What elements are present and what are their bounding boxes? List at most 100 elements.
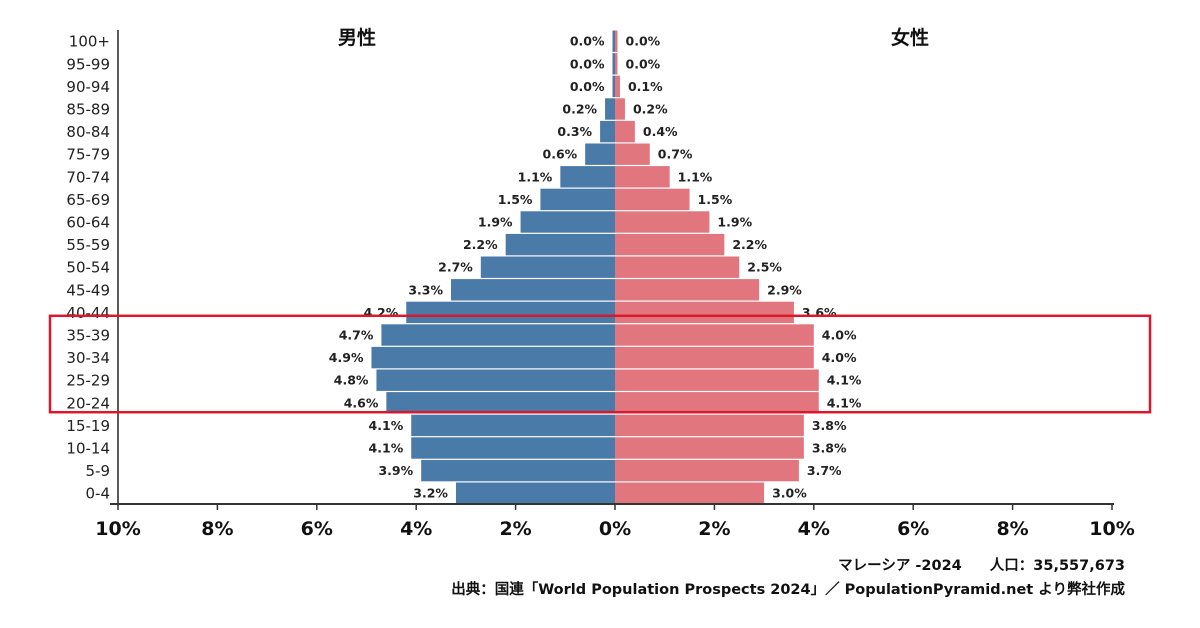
chart-subtitle: マレーシア -2024 人口：35,557,673 — [838, 554, 1125, 575]
age-group-label: 65-69 — [66, 191, 110, 209]
x-tick-label: 6% — [897, 518, 929, 540]
age-group-label: 85-89 — [66, 101, 110, 119]
male-bar — [480, 256, 615, 278]
age-group-label: 70-74 — [66, 168, 110, 186]
male-label: 男性 — [338, 26, 376, 49]
female-value-label: 0.2% — [633, 102, 668, 117]
female-value-label: 2.5% — [747, 260, 782, 275]
age-group-label: 0-4 — [86, 485, 111, 503]
female-value-label: 4.0% — [822, 328, 857, 343]
female-bar — [615, 414, 804, 437]
female-bar — [615, 211, 710, 233]
age-group-label: 25-29 — [66, 372, 110, 390]
x-tick-label: 2% — [499, 518, 531, 540]
male-bar — [540, 188, 615, 211]
female-value-label: 1.9% — [717, 215, 752, 230]
female-value-label: 2.9% — [767, 282, 802, 297]
female-value-label: 0.7% — [658, 147, 693, 162]
male-value-label: 2.2% — [463, 237, 498, 252]
value-labels-layer: 0.0% 0.0% 0.0% 0.0% 0.0% 0.1% 0.2% 0.2% 0.3% 0.4%… — [329, 34, 862, 501]
male-value-label: 0.2% — [562, 102, 597, 117]
female-bar — [615, 346, 814, 369]
female-value-label: 3.8% — [812, 418, 847, 433]
female-value-label: 1.5% — [698, 192, 733, 207]
male-value-label: 4.1% — [369, 441, 404, 456]
male-bar — [520, 211, 615, 233]
country-year-label: マレーシア -2024 — [838, 558, 962, 574]
female-value-label: 4.1% — [827, 395, 862, 410]
female-bar — [615, 143, 650, 165]
male-value-label: 4.6% — [344, 395, 379, 410]
x-ticks-layer: 10% 8% 6% 4% 2% 0% 2% 4% 6% 8% 10% — [95, 504, 1135, 540]
male-value-label: 4.1% — [369, 418, 404, 433]
x-tick-label: 8% — [996, 518, 1028, 540]
male-value-label: 3.3% — [408, 282, 443, 297]
age-group-label: 30-34 — [66, 349, 110, 367]
male-bar — [371, 346, 615, 369]
female-bar — [615, 324, 814, 346]
female-bar — [615, 369, 819, 391]
female-value-label: 1.1% — [678, 169, 713, 184]
male-value-label: 1.5% — [498, 192, 533, 207]
female-bar — [615, 188, 690, 211]
x-tick-label: 0% — [599, 518, 631, 540]
female-value-label: 3.8% — [812, 441, 847, 456]
male-value-label: 0.0% — [570, 79, 605, 94]
female-value-label: 2.2% — [732, 237, 767, 252]
female-value-label: 0.1% — [628, 79, 663, 94]
female-bar — [615, 256, 740, 278]
male-bar — [411, 437, 615, 459]
male-bar — [406, 301, 615, 324]
male-bar — [386, 392, 615, 414]
female-value-label: 3.7% — [807, 463, 842, 478]
age-group-label: 90-94 — [66, 78, 110, 96]
age-group-label: 50-54 — [66, 259, 110, 277]
female-bar — [615, 392, 819, 414]
female-bar — [615, 98, 625, 120]
male-value-label: 2.7% — [438, 260, 473, 275]
male-value-label: 1.9% — [478, 215, 513, 230]
x-tick-label: 10% — [1089, 518, 1134, 540]
female-bar — [615, 279, 760, 301]
female-value-label: 0.4% — [643, 124, 678, 139]
highlight-box — [48, 314, 1152, 414]
female-bar — [615, 30, 618, 52]
female-value-label: 3.6% — [802, 305, 837, 320]
female-bar — [615, 120, 635, 143]
male-bar — [411, 414, 615, 437]
source-note: 出典：国連「World Population Prospects 2024」／ … — [451, 582, 1125, 598]
male-value-label: 4.9% — [329, 350, 364, 365]
female-bar — [615, 459, 799, 482]
age-group-label: 95-99 — [66, 55, 110, 73]
age-group-label: 10-14 — [66, 440, 110, 458]
female-value-label: 3.0% — [772, 486, 807, 501]
male-value-label: 3.9% — [378, 463, 413, 478]
male-bar — [612, 30, 615, 52]
male-value-label: 0.3% — [557, 124, 592, 139]
age-group-label: 5-9 — [86, 462, 111, 480]
male-bar — [585, 143, 615, 165]
male-bar — [560, 166, 615, 188]
x-tick-label: 4% — [400, 518, 432, 540]
male-value-label: 3.2% — [413, 486, 448, 501]
male-value-label: 0.0% — [570, 56, 605, 71]
female-bar — [615, 166, 670, 188]
male-bar — [376, 369, 615, 391]
age-group-label: 40-44 — [66, 304, 110, 322]
male-value-label: 0.0% — [570, 34, 605, 49]
age-group-label: 75-79 — [66, 146, 110, 164]
age-group-label: 60-64 — [66, 214, 110, 232]
x-tick-label: 6% — [301, 518, 333, 540]
age-group-label: 15-19 — [66, 417, 110, 435]
male-value-label: 4.2% — [364, 305, 399, 320]
male-bar — [605, 98, 615, 120]
male-bar — [450, 279, 615, 301]
x-tick-label: 4% — [798, 518, 830, 540]
female-bar — [615, 233, 725, 256]
female-value-label: 0.0% — [626, 56, 661, 71]
male-bar — [421, 459, 615, 482]
population-label: 人口：35,557,673 — [989, 558, 1125, 574]
female-bar — [615, 75, 620, 98]
age-group-label: 20-24 — [66, 394, 110, 412]
male-value-label: 4.7% — [339, 328, 374, 343]
